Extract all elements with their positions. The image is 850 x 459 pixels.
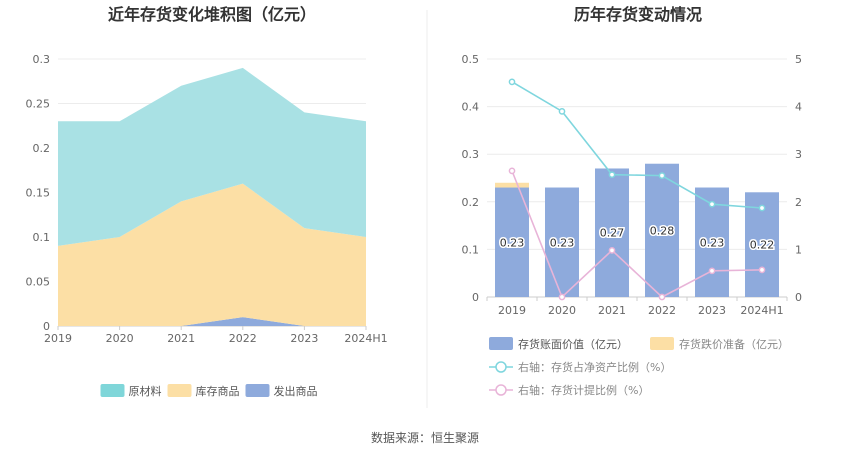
right-x-tick-label: 2024H1: [740, 304, 783, 317]
bar-inventory-value: [545, 187, 579, 297]
left-area-series: [58, 67, 366, 326]
legend-swatch: [100, 384, 125, 397]
left-x-tick-label: 2024H1: [344, 332, 387, 345]
legend-label: 原材料: [129, 384, 162, 398]
right-y2-tick-label: 3: [795, 148, 802, 161]
area-库存商品: [58, 183, 366, 326]
left-x-tick-label: 2023: [290, 332, 318, 345]
right-y-tick-label: 0: [472, 291, 479, 304]
right-x-tick-label: 2021: [598, 304, 626, 317]
right-y2-tick-label: 5: [795, 53, 802, 66]
right-x-axis: 2019 2020 2021 2022 2023 2024H1: [486, 297, 788, 317]
left-y-tick-label: 0.15: [26, 187, 51, 200]
right-y-axis-left: 0 0.1 0.2 0.3 0.4 0.5: [462, 53, 480, 304]
bar-impairment-reserve: [495, 182, 529, 188]
left-x-tick-label: 2019: [44, 332, 72, 345]
right-y2-tick-label: 4: [795, 101, 802, 114]
bar-inventory-value: [645, 163, 679, 297]
left-y-tick-label: 0.3: [33, 53, 51, 66]
line-point: [658, 172, 666, 179]
right-x-tick-label: 2023: [698, 304, 726, 317]
legend-swatch: [167, 384, 192, 397]
bar-value-label: 0.23: [500, 236, 525, 249]
data-source: 数据来源：恒生聚源: [371, 430, 479, 445]
line-右轴：存货占净资产比例（%）: [511, 81, 763, 209]
right-x-tick-label: 2020: [548, 304, 576, 317]
legend-label: 存货跌价准备（亿元）: [679, 337, 789, 351]
left-x-tick-label: 2022: [229, 332, 257, 345]
right-y-tick-label: 0.3: [462, 148, 480, 161]
bar-inventory-value: [495, 187, 529, 297]
left-y-tick-label: 0.2: [33, 142, 51, 155]
legend-label: 发出商品: [274, 384, 318, 398]
legend-label: 存货账面价值（亿元）: [518, 337, 628, 351]
bar-value-label: 0.27: [600, 227, 625, 240]
line-point: [758, 204, 766, 212]
right-bar-labels: 0.23 0.23 0.27 0.28 0.23 0.22: [498, 223, 776, 253]
right-chart-title: 历年存货变动情况: [574, 5, 702, 24]
area-原材料: [58, 67, 366, 246]
right-y-axis-right: 0 1 2 3 4 5: [795, 53, 802, 304]
line-point: [758, 266, 766, 274]
line-point: [508, 167, 516, 175]
bar-value-label: 0.23: [550, 236, 575, 249]
line-point: [658, 293, 666, 301]
right-grid: [487, 58, 787, 298]
legend-line-marker: [495, 384, 507, 396]
right-y-tick-label: 0.5: [462, 53, 480, 66]
right-legend: 存货账面价值（亿元） 存货跌价准备（亿元） 右轴：存货占净资产比例（%） 右轴：存货计…: [489, 337, 789, 397]
right-y2-tick-label: 0: [795, 291, 802, 304]
right-bar-series: [495, 163, 779, 297]
bar-value-label: 0.22: [750, 239, 775, 252]
line-右轴：存货计提比例（%）: [511, 170, 763, 299]
line-point: [608, 171, 616, 179]
legend-swatch: [489, 337, 513, 350]
left-y-axis: 0 0.05 0.1 0.15 0.2 0.25 0.3: [26, 53, 51, 333]
legend-label: 右轴：存货计提比例（%）: [518, 383, 649, 397]
line-point: [558, 293, 566, 301]
line-point: [608, 247, 616, 254]
legend-line-marker: [495, 361, 507, 373]
right-y2-tick-label: 1: [795, 243, 802, 256]
left-legend: 原材料 库存商品 发出商品: [100, 384, 318, 398]
bar-inventory-value: [595, 168, 629, 297]
right-line-series: [508, 78, 766, 301]
right-x-tick-label: 2022: [648, 304, 676, 317]
right-y-tick-label: 0.4: [462, 101, 480, 114]
legend-label: 库存商品: [196, 384, 240, 398]
bar-value-label: 0.23: [700, 236, 725, 249]
legend-swatch: [650, 337, 674, 350]
line-point: [558, 108, 566, 115]
area-发出商品: [58, 317, 366, 326]
legend-swatch: [245, 384, 270, 397]
left-y-tick-label: 0.05: [26, 276, 51, 289]
bar-value-label: 0.28: [650, 224, 675, 237]
line-point: [508, 78, 516, 86]
left-chart-title: 近年存货变化堆积图（亿元）: [108, 5, 316, 24]
line-point: [708, 200, 716, 208]
right-y-tick-label: 0.1: [462, 243, 480, 256]
left-y-tick-label: 0.25: [26, 98, 51, 111]
right-y-tick-label: 0.2: [462, 196, 480, 209]
legend-label: 右轴：存货占净资产比例（%）: [518, 360, 671, 374]
left-x-axis: 2019 2020 2021 2022 2023 2024H1: [44, 326, 388, 345]
left-x-tick-label: 2020: [106, 332, 134, 345]
left-x-tick-label: 2021: [167, 332, 195, 345]
line-point: [708, 267, 716, 275]
left-y-tick-label: 0.1: [33, 231, 51, 244]
right-y2-tick-label: 2: [795, 196, 802, 209]
left-y-tick-label: 0: [43, 320, 50, 333]
right-x-tick-label: 2019: [498, 304, 526, 317]
